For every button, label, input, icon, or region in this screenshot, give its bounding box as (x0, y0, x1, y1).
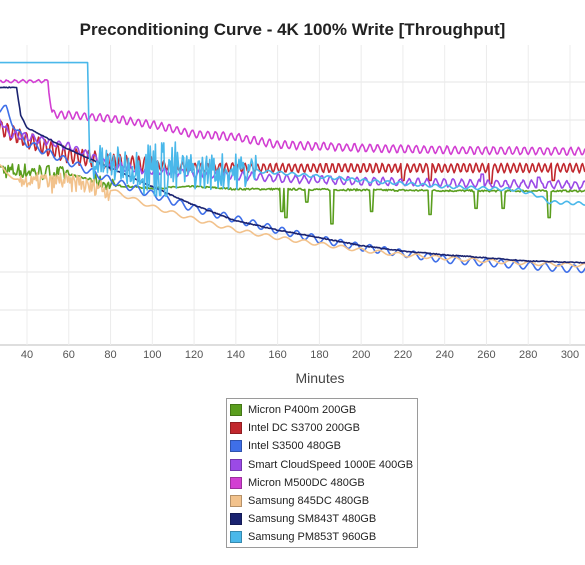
x-tick-label: 40 (21, 349, 33, 361)
legend-item[interactable]: Micron P400m 200GB (230, 401, 417, 419)
legend-item[interactable]: Smart CloudSpeed 1000E 400GB (230, 456, 417, 474)
legend-label: Smart CloudSpeed 1000E 400GB (248, 458, 414, 471)
series-line-sm843t (0, 86, 585, 264)
legend-item[interactable]: Samsung PM853T 960GB (230, 528, 417, 546)
legend-label: Samsung 845DC 480GB (248, 495, 370, 508)
legend-item[interactable]: Micron M500DC 480GB (230, 474, 417, 492)
legend-item[interactable]: Intel S3500 480GB (230, 437, 417, 455)
series-lines (0, 61, 585, 274)
x-tick-label: 100 (143, 349, 161, 361)
legend-label: Samsung SM843T 480GB (248, 513, 377, 526)
series-line-p400m (0, 163, 585, 225)
legend: Micron P400m 200GB Intel DC S3700 200GB In… (226, 398, 418, 548)
series-line-cloudspeed (0, 118, 585, 191)
legend-item[interactable]: Samsung 845DC 480GB (230, 492, 417, 510)
legend-label: Intel DC S3700 200GB (248, 422, 360, 435)
legend-label: Micron M500DC 480GB (248, 476, 365, 489)
x-tick-label: 60 (63, 349, 75, 361)
legend-swatch (230, 513, 242, 526)
x-tick-label: 140 (227, 349, 245, 361)
x-tick-label: 240 (436, 349, 454, 361)
gridlines (0, 45, 585, 346)
series-line-m500dc (0, 78, 585, 156)
x-tick-label: 280 (519, 349, 537, 361)
x-tick-label: 260 (477, 349, 495, 361)
x-tick-label: 220 (394, 349, 412, 361)
legend-swatch (230, 531, 242, 544)
series-line-pm853t (0, 61, 585, 206)
x-tick-labels: 40 60 80 100 120 140 160 180 200 220 240 260 280 300 (21, 349, 579, 361)
x-tick-label: 180 (310, 349, 328, 361)
legend-label: Micron P400m 200GB (248, 404, 357, 417)
legend-swatch (230, 440, 242, 453)
x-axis-label: Minutes (295, 370, 344, 386)
legend-swatch (230, 422, 242, 435)
x-tick-label: 160 (268, 349, 286, 361)
legend-swatch (230, 404, 242, 417)
legend-item[interactable]: Intel DC S3700 200GB (230, 419, 417, 437)
x-tick-label: 300 (561, 349, 579, 361)
legend-label: Samsung PM853T 960GB (248, 531, 377, 544)
x-tick-label: 120 (185, 349, 203, 361)
legend-swatch (230, 476, 242, 489)
series-line-s3700 (0, 120, 585, 185)
legend-swatch (230, 458, 242, 471)
x-tick-label: 80 (104, 349, 116, 361)
legend-item[interactable]: Samsung SM843T 480GB (230, 510, 417, 528)
chart-title: Preconditioning Curve - 4K 100% Write [T… (79, 20, 506, 39)
legend-swatch (230, 495, 242, 508)
series-line-sm845 (0, 163, 585, 268)
x-tick-label: 200 (352, 349, 370, 361)
legend-label: Intel S3500 480GB (248, 440, 341, 453)
